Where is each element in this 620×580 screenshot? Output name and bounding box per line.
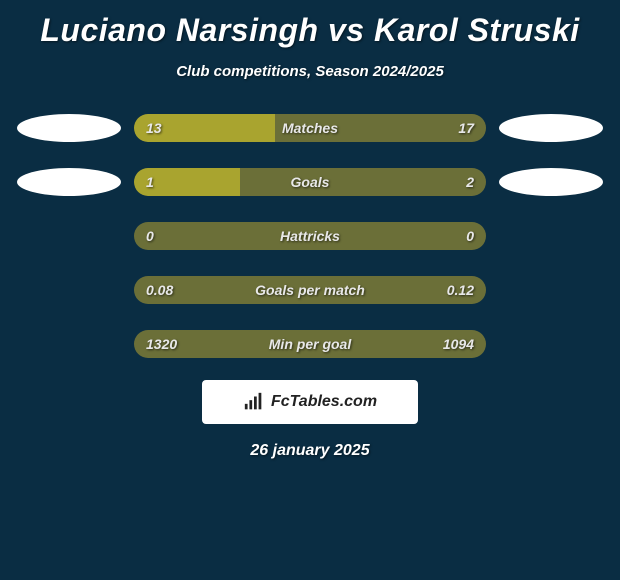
stat-label: Matches [282,120,338,136]
jersey-icon [499,114,603,142]
stat-bar: 1320 Min per goal 1094 [134,330,486,358]
stat-label: Goals per match [255,282,365,298]
jersey-icon [499,168,603,196]
stat-row: 0.08 Goals per match 0.12 [4,272,616,308]
jersey-icon [17,114,121,142]
stat-value-left: 1 [146,174,154,190]
stat-row: 1320 Min per goal 1094 [4,326,616,362]
date-label: 26 january 2025 [0,442,620,460]
stat-bar: 13 Matches 17 [134,114,486,142]
jersey-left-slot [4,218,134,254]
stat-value-left: 0.08 [146,282,173,298]
jersey-right-slot [486,326,616,362]
stat-label: Min per goal [269,336,351,352]
jersey-right-slot [486,110,616,146]
jersey-icon [17,168,121,196]
stat-value-right: 2 [466,174,474,190]
stat-value-left: 1320 [146,336,177,352]
subtitle: Club competitions, Season 2024/2025 [0,63,620,80]
chart-icon [243,392,265,412]
stat-value-left: 13 [146,120,162,136]
stat-label: Goals [291,174,330,190]
brand-text: FcTables.com [271,393,377,411]
stat-bar: 0 Hattricks 0 [134,222,486,250]
comparison-chart: 13 Matches 17 1 Goals 2 0 Hattricks [0,110,620,362]
stat-bar: 1 Goals 2 [134,168,486,196]
stat-row: 13 Matches 17 [4,110,616,146]
stat-row: 0 Hattricks 0 [4,218,616,254]
stat-value-right: 0 [466,228,474,244]
jersey-right-slot [486,218,616,254]
stat-label: Hattricks [280,228,340,244]
jersey-right-slot [486,164,616,200]
jersey-left-slot [4,110,134,146]
stat-value-right: 0.12 [447,282,474,298]
stat-bar: 0.08 Goals per match 0.12 [134,276,486,304]
stat-value-right: 17 [458,120,474,136]
jersey-right-slot [486,272,616,308]
page-title: Luciano Narsingh vs Karol Struski [0,0,620,49]
jersey-left-slot [4,164,134,200]
jersey-left-slot [4,326,134,362]
stat-value-right: 1094 [443,336,474,352]
jersey-left-slot [4,272,134,308]
stat-row: 1 Goals 2 [4,164,616,200]
brand-badge: FcTables.com [202,380,418,424]
stat-value-left: 0 [146,228,154,244]
